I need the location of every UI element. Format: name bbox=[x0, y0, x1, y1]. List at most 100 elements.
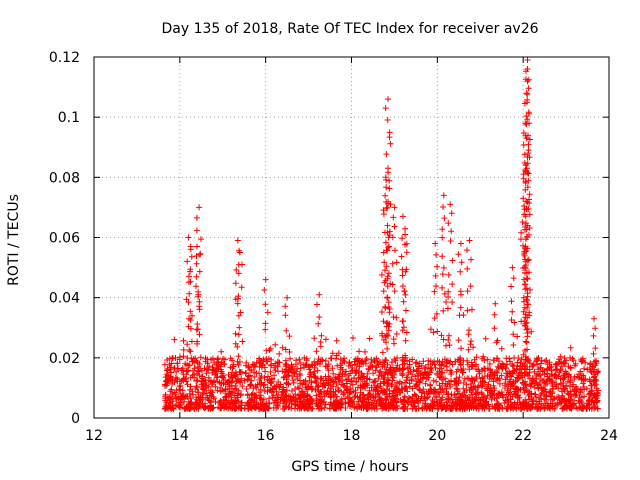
roti-point bbox=[567, 354, 573, 361]
roti-point bbox=[261, 381, 268, 388]
roti-point bbox=[378, 397, 385, 404]
roti-point bbox=[522, 213, 529, 220]
roti-point bbox=[187, 383, 194, 390]
roti-point bbox=[567, 365, 574, 372]
roti-point bbox=[296, 370, 303, 377]
roti-point bbox=[399, 272, 406, 279]
roti-point bbox=[366, 335, 373, 342]
roti-point bbox=[406, 383, 413, 390]
roti-point bbox=[457, 268, 464, 275]
roti-point bbox=[538, 384, 545, 391]
roti-point bbox=[561, 359, 568, 366]
roti-point bbox=[506, 378, 513, 385]
roti-point bbox=[441, 215, 448, 222]
roti-point bbox=[266, 347, 273, 354]
roti-point bbox=[389, 377, 396, 384]
roti-point bbox=[230, 371, 237, 378]
roti-point bbox=[346, 360, 353, 367]
roti-point bbox=[238, 391, 244, 398]
roti-point bbox=[480, 353, 487, 360]
roti-point bbox=[522, 397, 529, 403]
roti-point bbox=[184, 355, 191, 361]
roti-point bbox=[525, 392, 532, 399]
roti-point bbox=[161, 361, 168, 368]
roti-point bbox=[555, 373, 562, 380]
roti-point bbox=[562, 360, 569, 367]
roti-point bbox=[586, 404, 593, 411]
roti-point bbox=[522, 224, 529, 230]
roti-point bbox=[299, 388, 306, 395]
roti-point bbox=[391, 356, 398, 363]
roti-point bbox=[381, 259, 388, 266]
roti-point bbox=[383, 391, 389, 398]
roti-point bbox=[572, 360, 579, 367]
roti-point bbox=[202, 358, 209, 365]
roti-point bbox=[581, 403, 588, 409]
roti-point bbox=[357, 389, 364, 396]
roti-point bbox=[408, 401, 415, 408]
roti-point bbox=[273, 383, 279, 390]
roti-point bbox=[176, 399, 182, 406]
roti-point bbox=[551, 405, 558, 412]
roti-point bbox=[339, 360, 345, 367]
roti-point bbox=[507, 370, 514, 377]
roti-point bbox=[491, 311, 498, 318]
y-tick-label: 0.02 bbox=[49, 351, 80, 367]
roti-point bbox=[493, 339, 500, 346]
roti-point bbox=[556, 356, 562, 363]
roti-point bbox=[580, 380, 587, 387]
roti-point bbox=[362, 357, 369, 364]
roti-point bbox=[182, 375, 189, 382]
roti-point bbox=[332, 403, 338, 409]
roti-point bbox=[588, 388, 594, 395]
roti-point bbox=[180, 346, 187, 353]
roti-point bbox=[171, 365, 178, 371]
roti-point bbox=[383, 396, 390, 403]
roti-point bbox=[292, 395, 299, 402]
roti-point bbox=[238, 284, 245, 291]
roti-point bbox=[522, 167, 529, 173]
roti-point bbox=[553, 366, 560, 372]
roti-point bbox=[456, 312, 463, 319]
roti-point bbox=[380, 211, 387, 218]
roti-point bbox=[305, 400, 312, 406]
roti-point bbox=[428, 364, 435, 371]
roti-point bbox=[259, 362, 265, 369]
roti-point bbox=[338, 373, 345, 380]
roti-point bbox=[345, 372, 352, 379]
roti-point bbox=[446, 332, 452, 339]
roti-point bbox=[424, 394, 431, 401]
roti-point bbox=[248, 367, 255, 374]
roti-point bbox=[520, 308, 527, 315]
roti-point bbox=[482, 398, 489, 405]
roti-point bbox=[389, 234, 396, 241]
roti-point bbox=[236, 368, 243, 375]
roti-point bbox=[441, 356, 448, 363]
roti-point bbox=[181, 395, 188, 402]
roti-point bbox=[287, 393, 294, 400]
roti-point bbox=[386, 309, 393, 316]
roti-point bbox=[524, 91, 531, 98]
roti-point bbox=[194, 321, 201, 327]
roti-point bbox=[457, 393, 464, 400]
roti-point bbox=[398, 253, 405, 260]
roti-point bbox=[402, 337, 409, 344]
roti-point bbox=[197, 354, 204, 361]
roti-point bbox=[503, 405, 510, 412]
roti-point bbox=[256, 377, 263, 383]
roti-point bbox=[494, 363, 501, 370]
roti-point bbox=[484, 372, 491, 379]
roti-point bbox=[349, 381, 356, 388]
roti-point bbox=[525, 170, 532, 177]
roti-point bbox=[442, 383, 448, 389]
roti-point bbox=[406, 361, 413, 368]
roti-point bbox=[218, 405, 225, 411]
roti-point bbox=[245, 399, 252, 406]
roti-point bbox=[184, 404, 191, 411]
roti-point bbox=[536, 380, 543, 386]
roti-point bbox=[313, 396, 320, 402]
roti-point bbox=[550, 396, 557, 403]
roti-point bbox=[445, 294, 452, 300]
roti-point bbox=[466, 387, 473, 394]
roti-point bbox=[431, 315, 438, 322]
